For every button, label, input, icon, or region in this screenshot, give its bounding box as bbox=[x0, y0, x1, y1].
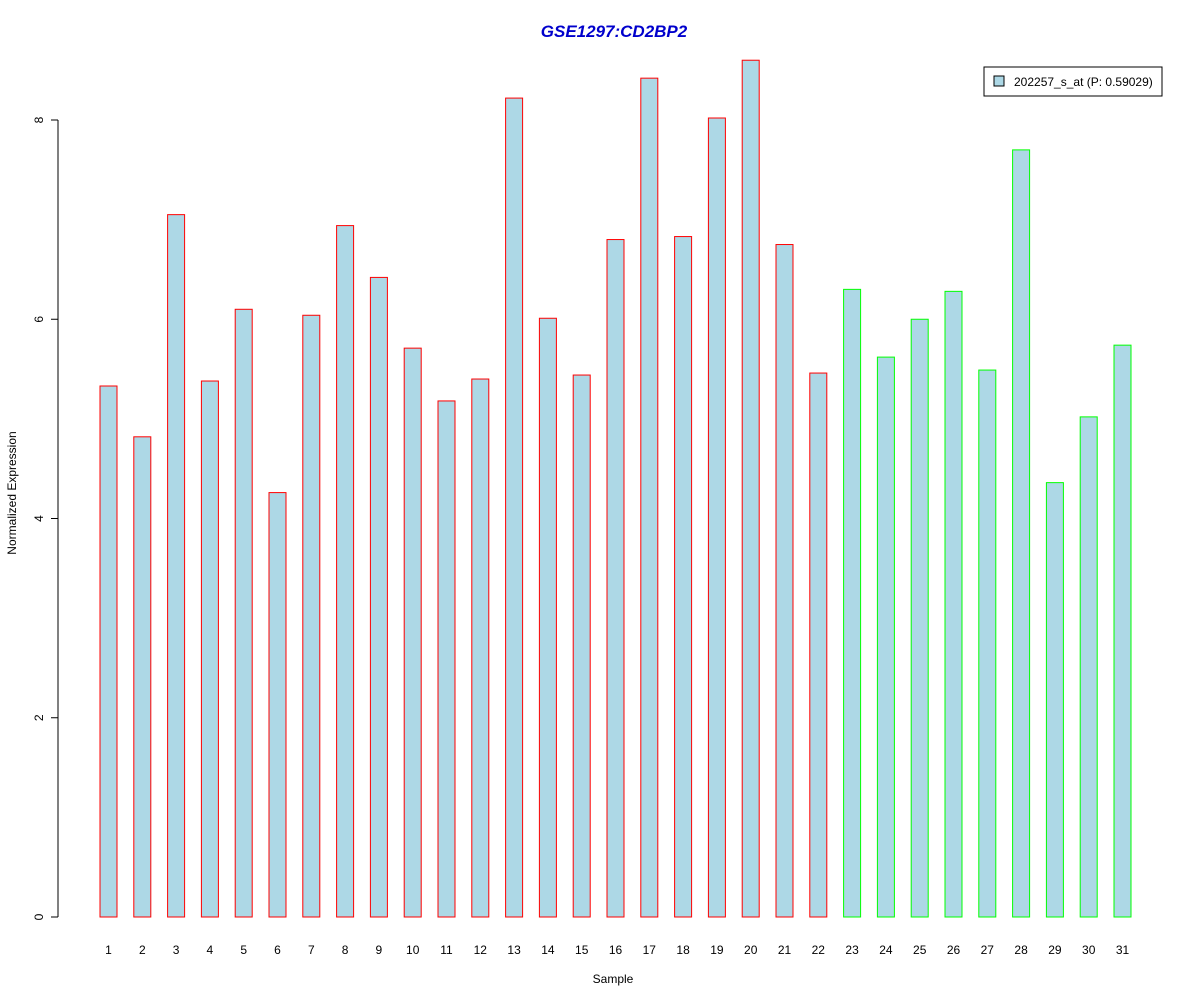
chart-title: GSE1297:CD2BP2 bbox=[541, 22, 688, 41]
bar-sample-18 bbox=[674, 236, 693, 918]
x-tick-label: 16 bbox=[609, 943, 623, 957]
y-axis-label: Normalized Expression bbox=[5, 431, 19, 554]
bar-sample-28 bbox=[1012, 149, 1031, 918]
bar-sample-4 bbox=[200, 380, 219, 918]
bar-sample-25 bbox=[910, 318, 929, 918]
x-tick-label: 13 bbox=[507, 943, 521, 957]
bar-sample-14 bbox=[538, 317, 557, 918]
bar-sample-17 bbox=[640, 77, 659, 918]
x-tick-label: 24 bbox=[879, 943, 893, 957]
bar-sample-21 bbox=[775, 244, 794, 918]
x-tick-label: 23 bbox=[845, 943, 859, 957]
x-tick-label: 31 bbox=[1116, 943, 1130, 957]
x-tick-label: 19 bbox=[710, 943, 724, 957]
x-tick-label: 29 bbox=[1048, 943, 1062, 957]
bar-sample-29 bbox=[1045, 482, 1064, 918]
y-tick-label: 4 bbox=[32, 515, 46, 522]
x-tick-label: 26 bbox=[947, 943, 961, 957]
bar-sample-24 bbox=[876, 356, 895, 918]
bar-sample-1 bbox=[99, 385, 118, 918]
legend-entry: 202257_s_at (P: 0.59029) bbox=[1014, 75, 1153, 89]
bar-sample-2 bbox=[133, 436, 152, 918]
x-tick-label: 15 bbox=[575, 943, 589, 957]
legend: 202257_s_at (P: 0.59029) bbox=[983, 66, 1163, 97]
x-tick-label: 3 bbox=[173, 943, 180, 957]
bars-group bbox=[99, 59, 1132, 918]
x-tick-label: 11 bbox=[440, 943, 453, 957]
y-tick-label: 6 bbox=[32, 316, 46, 323]
x-tick-label: 30 bbox=[1082, 943, 1096, 957]
bar-sample-6 bbox=[268, 492, 287, 918]
x-tick-label: 10 bbox=[406, 943, 420, 957]
x-tick-label: 21 bbox=[778, 943, 792, 957]
x-tick-label: 4 bbox=[207, 943, 214, 957]
bar-sample-31 bbox=[1113, 344, 1132, 918]
bar-sample-20 bbox=[741, 59, 760, 918]
legend-swatch bbox=[993, 75, 1005, 87]
x-tick-label: 12 bbox=[474, 943, 488, 957]
bar-sample-16 bbox=[606, 239, 625, 918]
bar-sample-8 bbox=[336, 225, 355, 918]
bar-sample-12 bbox=[471, 378, 490, 918]
x-tick-label: 1 bbox=[105, 943, 112, 957]
x-axis-tick-labels: 1 2 3 4 5 6 7 8 9 10 11 12 13 14 15 16 17 18 19 20 21 22 23 24 2… bbox=[105, 943, 1129, 957]
bar-sample-11 bbox=[437, 400, 456, 918]
bar-sample-15 bbox=[572, 374, 591, 918]
bar-sample-23 bbox=[843, 288, 862, 918]
legend-box bbox=[983, 66, 1163, 97]
x-tick-label: 14 bbox=[541, 943, 555, 957]
bar-sample-19 bbox=[707, 117, 726, 918]
bar-sample-27 bbox=[978, 369, 997, 918]
x-tick-label: 17 bbox=[643, 943, 657, 957]
x-tick-label: 5 bbox=[240, 943, 247, 957]
bar-sample-22 bbox=[809, 372, 828, 918]
y-tick-label: 2 bbox=[32, 714, 46, 721]
bar-sample-7 bbox=[302, 314, 321, 918]
y-axis-ticks: 0 2 4 6 8 bbox=[32, 116, 58, 920]
bar-sample-9 bbox=[369, 276, 388, 918]
x-tick-label: 27 bbox=[981, 943, 995, 957]
x-tick-label: 7 bbox=[308, 943, 315, 957]
x-axis-label: Sample bbox=[593, 972, 634, 986]
x-tick-label: 2 bbox=[139, 943, 146, 957]
bar-sample-3 bbox=[167, 214, 186, 918]
x-tick-label: 8 bbox=[342, 943, 349, 957]
bar-sample-30 bbox=[1079, 416, 1098, 918]
bar-sample-26 bbox=[944, 290, 963, 918]
x-tick-label: 22 bbox=[812, 943, 826, 957]
x-tick-label: 28 bbox=[1014, 943, 1028, 957]
x-tick-label: 18 bbox=[676, 943, 690, 957]
y-tick-label: 0 bbox=[32, 913, 46, 920]
bar-sample-5 bbox=[234, 308, 253, 918]
bar-sample-13 bbox=[505, 97, 524, 918]
x-tick-label: 6 bbox=[274, 943, 281, 957]
bar-sample-10 bbox=[403, 347, 422, 918]
x-tick-label: 20 bbox=[744, 943, 758, 957]
y-tick-label: 8 bbox=[32, 116, 46, 123]
x-tick-label: 9 bbox=[376, 943, 383, 957]
x-tick-label: 25 bbox=[913, 943, 927, 957]
